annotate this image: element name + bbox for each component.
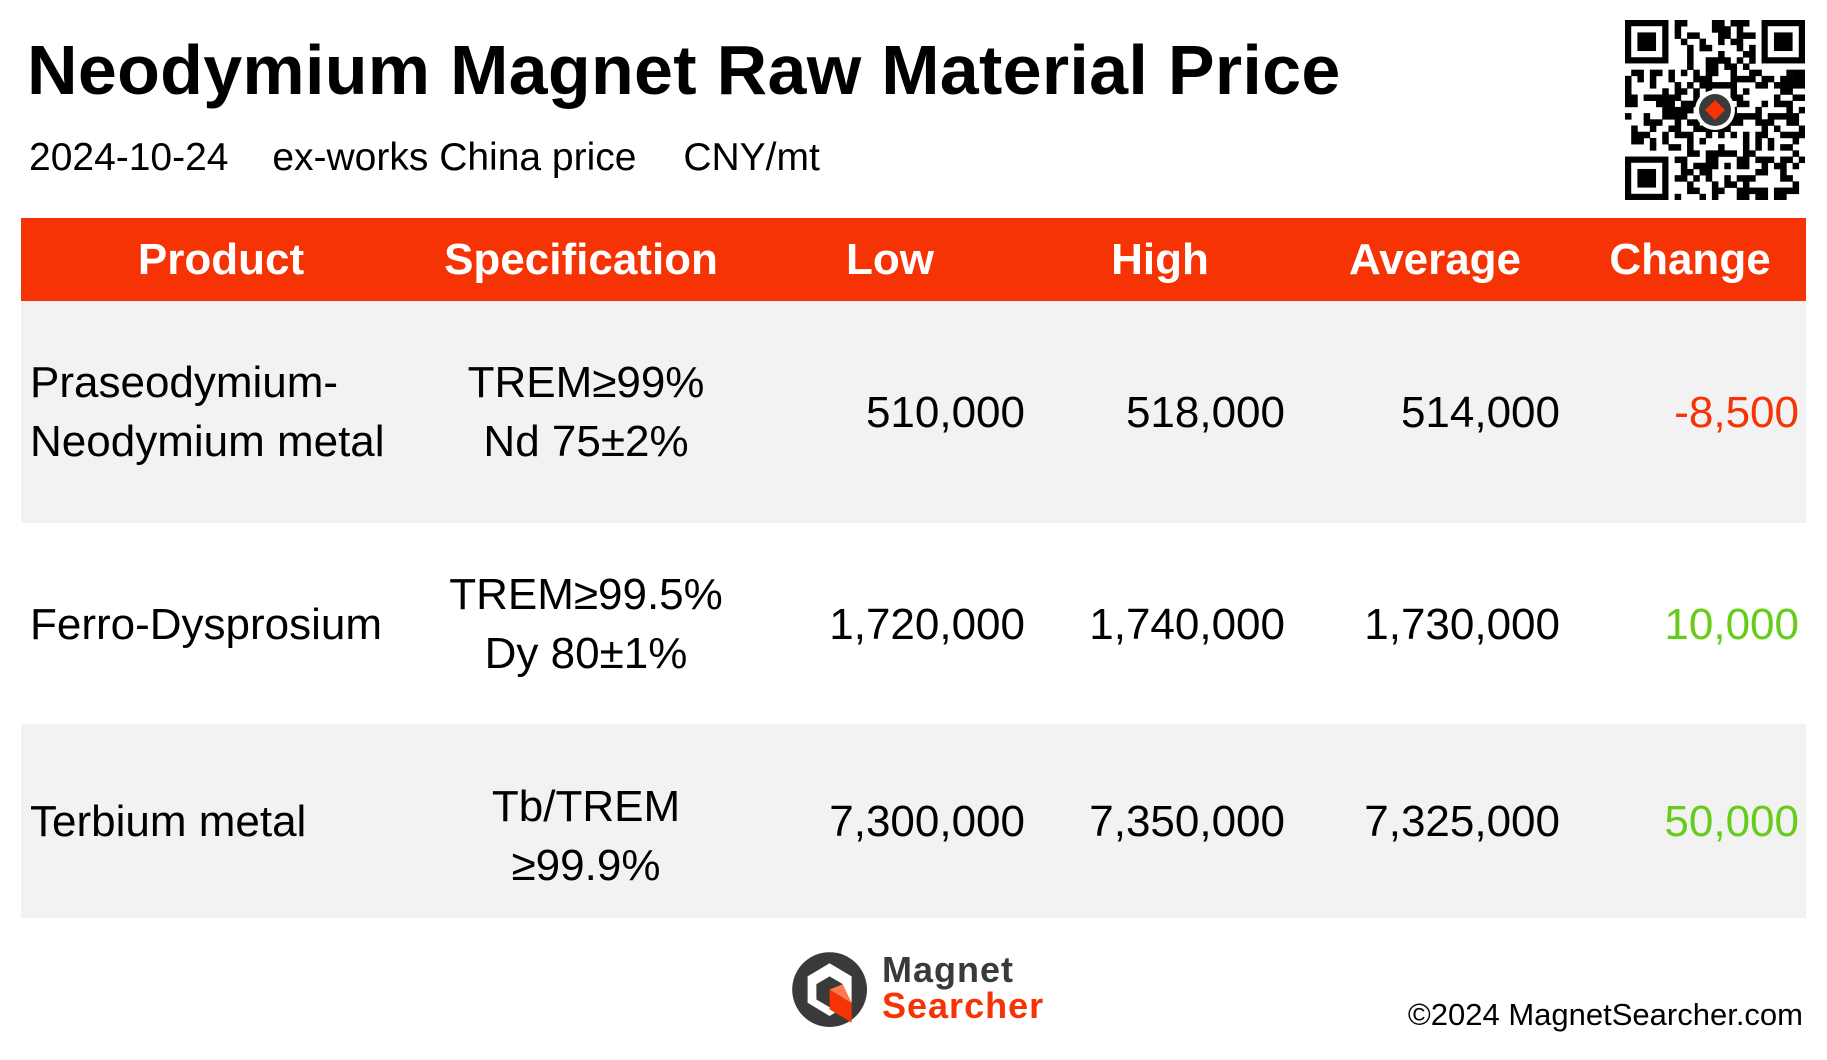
high-price-cell: 1,740,000: [1089, 600, 1285, 649]
change-cell: 50,000: [1664, 797, 1799, 846]
table-row: [21, 724, 1806, 918]
high-price-cell: 518,000: [1125, 388, 1285, 437]
magnet-searcher-logo-icon: [792, 952, 867, 1027]
low-price-cell: 510,000: [865, 388, 1025, 437]
column-header-average: Average: [1348, 235, 1522, 284]
copyright-notice: ©2024 MagnetSearcher.com: [1407, 997, 1803, 1032]
specification-line: Dy 80±1%: [484, 629, 688, 678]
average-price-cell: 1,730,000: [1364, 600, 1560, 649]
average-price-cell: 7,325,000: [1364, 797, 1560, 846]
price-date: 2024-10-24: [29, 136, 229, 179]
average-price-cell: 514,000: [1400, 388, 1560, 437]
product-cell: Praseodymium- Neodymium metal: [30, 353, 420, 471]
logo-line-1: Magnet: [882, 949, 1014, 990]
magnet-searcher-wordmark: Magnet Searcher: [882, 952, 1044, 1024]
product-line: Neodymium metal: [30, 417, 385, 466]
product-cell: Terbium metal: [30, 797, 307, 846]
specification-line: Tb/TREM: [491, 782, 681, 831]
specification-line: TREM≥99%: [467, 358, 705, 407]
table-header: [21, 218, 1806, 301]
product-cell: Ferro-Dysprosium: [30, 600, 383, 649]
column-header-change: Change: [1609, 235, 1771, 284]
specification-cell: TREM≥99.5% Dy 80±1%: [421, 565, 751, 683]
specification-line: Nd 75±2%: [483, 417, 689, 466]
change-cell: 10,000: [1664, 600, 1799, 649]
column-header-specification: Specification: [444, 235, 718, 284]
column-header-low: Low: [846, 235, 934, 284]
table-row: [21, 301, 1806, 523]
subtitle: 2024-10-24 ex-works China price CNY/mt: [29, 136, 820, 180]
logo-line-2: Searcher: [882, 985, 1045, 1026]
qr-code-icon[interactable]: [1625, 20, 1805, 200]
change-cell: -8,500: [1674, 388, 1799, 437]
low-price-cell: 7,300,000: [829, 797, 1025, 846]
high-price-cell: 7,350,000: [1089, 797, 1285, 846]
specification-line: ≥99.9%: [511, 841, 661, 890]
price-unit: CNY/mt: [683, 136, 820, 179]
price-basis: ex-works China price: [272, 136, 637, 179]
specification-line: TREM≥99.5%: [449, 570, 723, 619]
column-header-high: High: [1111, 235, 1209, 284]
specification-cell: TREM≥99% Nd 75±2%: [421, 353, 751, 471]
page-title: Neodymium Magnet Raw Material Price: [27, 31, 1341, 109]
low-price-cell: 1,720,000: [829, 600, 1025, 649]
product-line: Praseodymium-: [30, 358, 339, 407]
column-header-product: Product: [137, 235, 305, 284]
specification-cell: Tb/TREM ≥99.9%: [421, 777, 751, 895]
